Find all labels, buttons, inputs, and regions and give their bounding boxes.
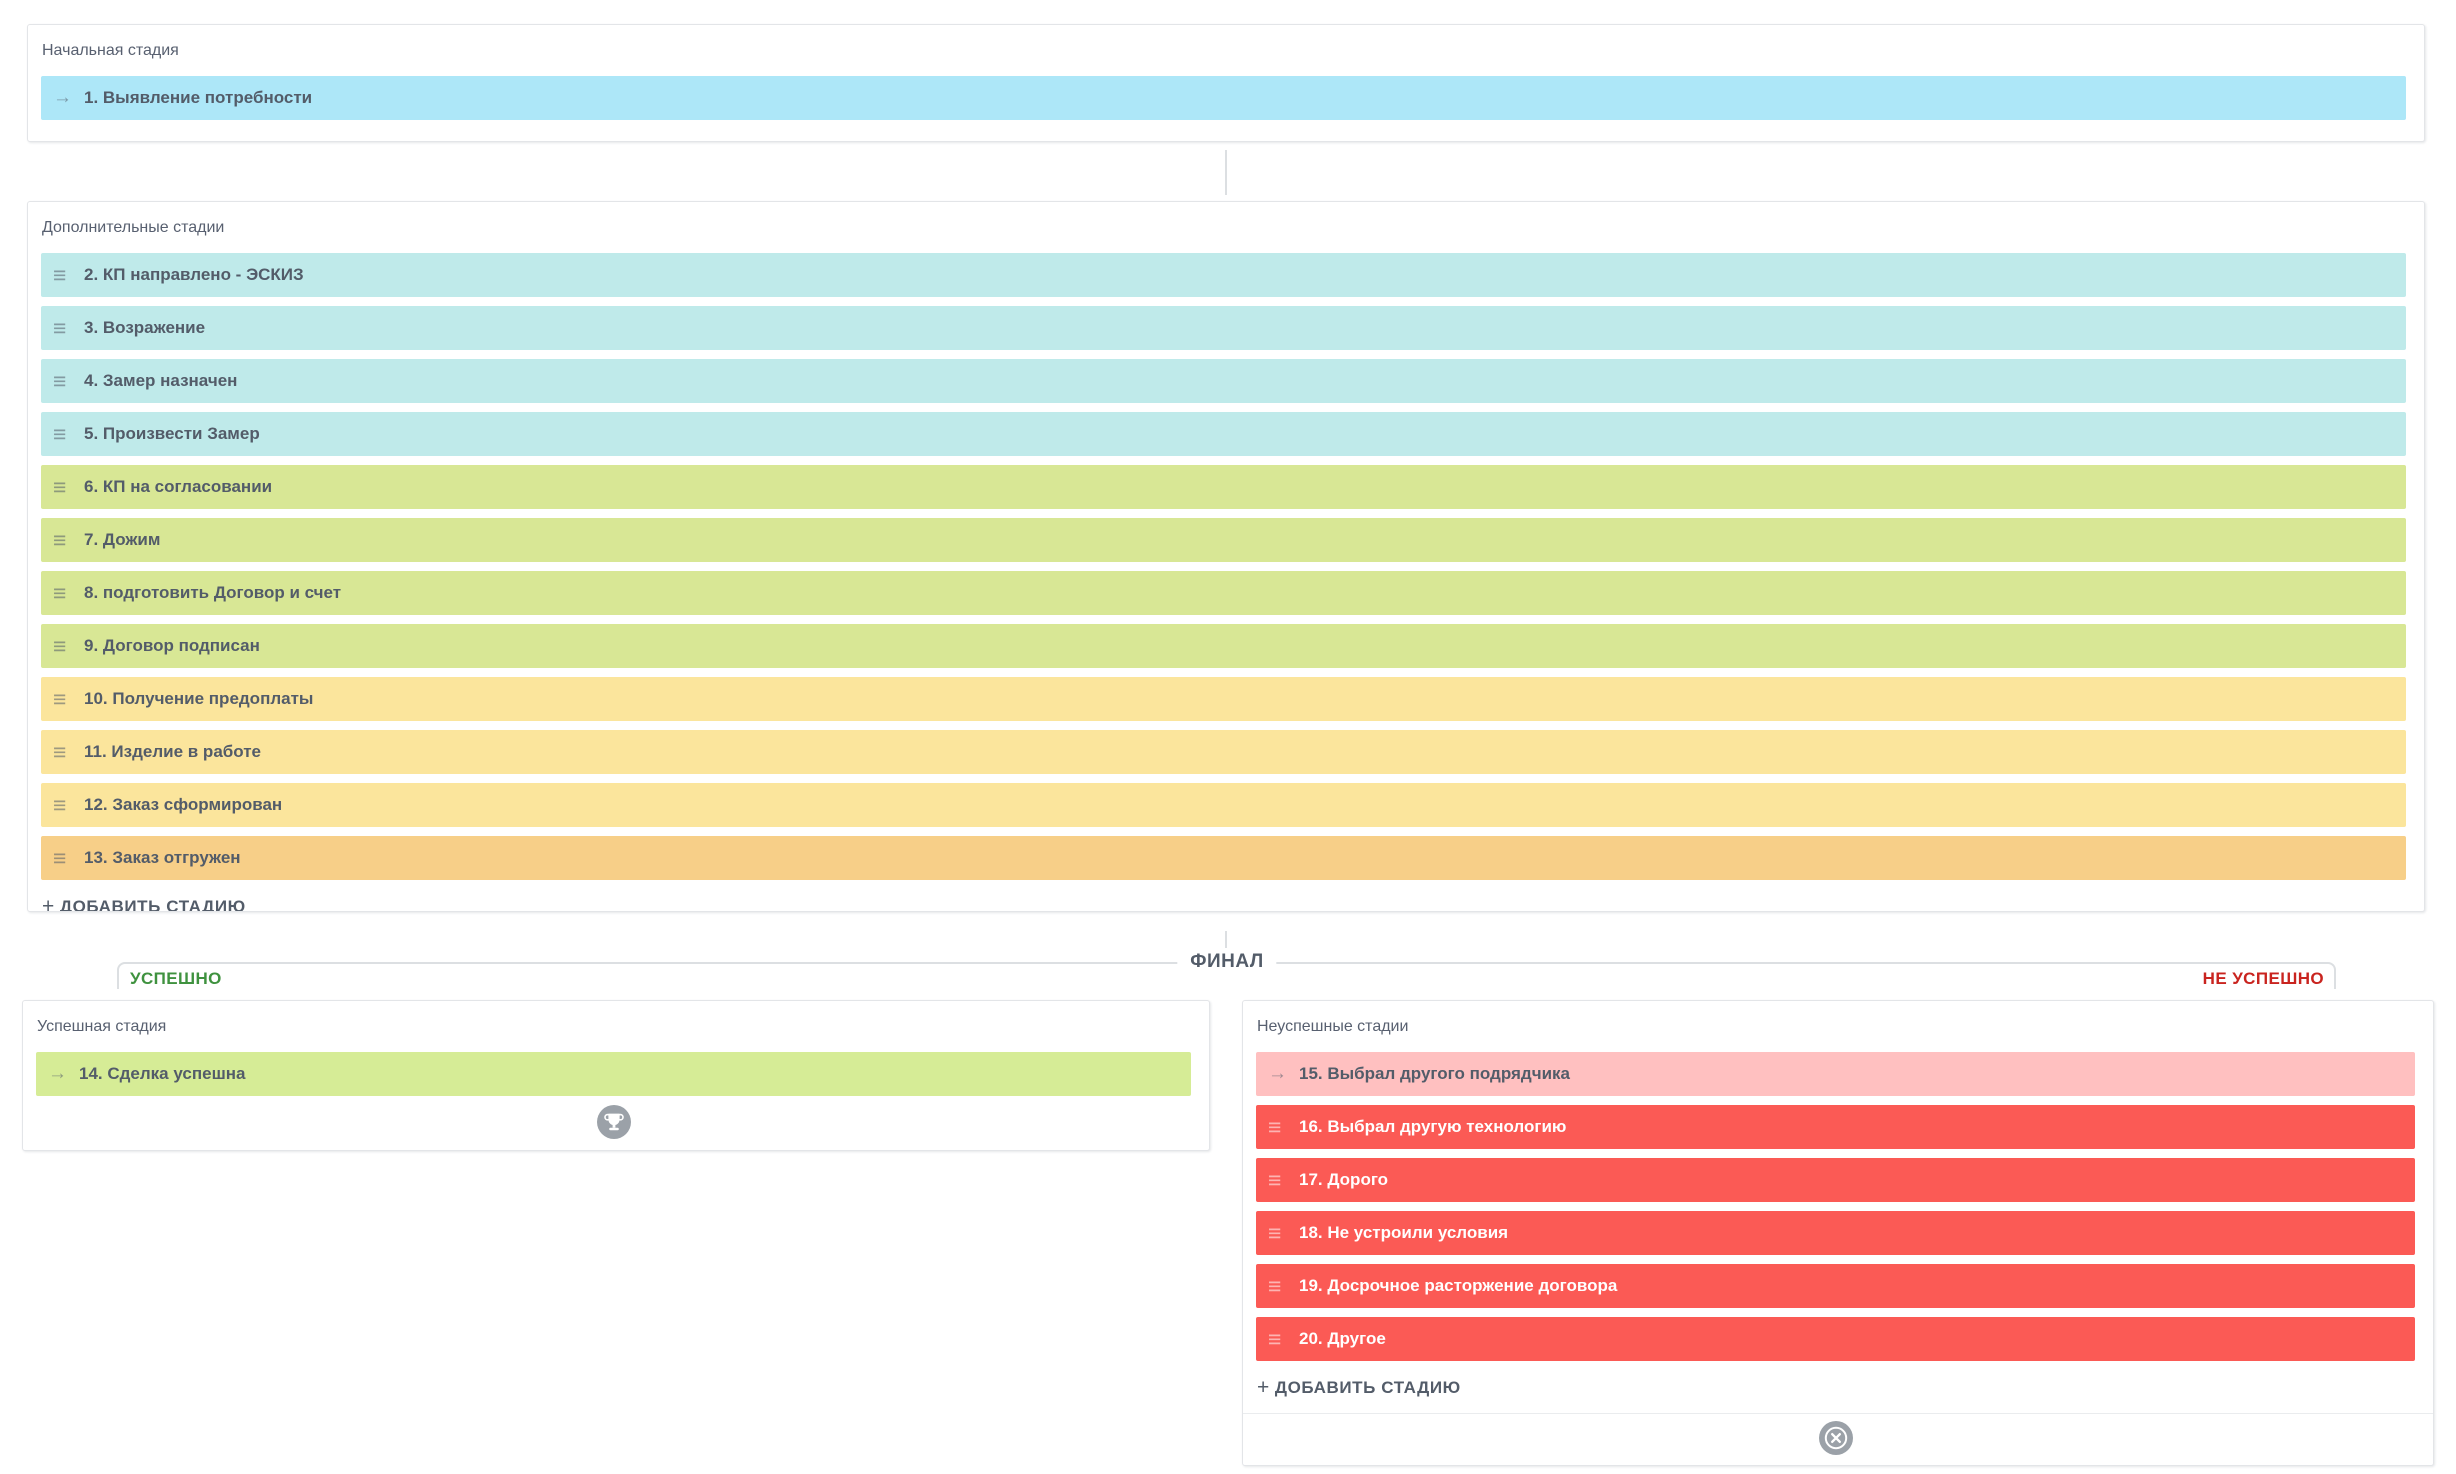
final-divider-title: ФИНАЛ bbox=[1177, 951, 1277, 973]
final-connector-line bbox=[1225, 931, 1227, 948]
stage-bar-18[interactable]: ≡ 18. Не устроили условия bbox=[1256, 1211, 2415, 1255]
fail-branch-label: НЕ УСПЕШНО bbox=[2202, 969, 2324, 988]
stage-label: 19. Досрочное расторжение договора bbox=[1299, 1276, 1618, 1295]
stage-label: 13. Заказ отгружен bbox=[84, 848, 241, 867]
success-stage-panel: Успешная стадия → 14. Сделка успешна bbox=[22, 1000, 1210, 1151]
success-branch-label: УСПЕШНО bbox=[130, 969, 222, 988]
stage-bar-2[interactable]: ≡ 2. КП направлено - ЭСКИЗ bbox=[41, 253, 2406, 297]
stage-label: 1. Выявление потребности bbox=[84, 88, 313, 107]
stage-label: 11. Изделие в работе bbox=[84, 742, 262, 761]
stage-bar-5[interactable]: ≡ 5. Произвести Замер bbox=[41, 412, 2406, 456]
stage-connector-line bbox=[1225, 150, 1227, 195]
add-stage-button[interactable]: + ДОБАВИТЬ СТАДИЮ bbox=[1257, 1376, 1461, 1400]
plus-icon: + bbox=[42, 895, 55, 912]
add-stage-button-label: ДОБАВИТЬ СТАДИЮ bbox=[59, 897, 246, 912]
trophy-icon bbox=[596, 1105, 631, 1139]
fail-stages-panel-title: Неуспешные стадии bbox=[1257, 1018, 1409, 1035]
success-stage-panel-title: Успешная стадия bbox=[37, 1018, 167, 1035]
plus-icon: + bbox=[1257, 1376, 1270, 1399]
stage-bar-12[interactable]: ≡ 12. Заказ сформирован bbox=[41, 783, 2406, 827]
stage-label: 5. Произвести Замер bbox=[84, 424, 260, 443]
stage-label: 12. Заказ сформирован bbox=[84, 795, 283, 814]
stage-label: 4. Замер назначен bbox=[84, 371, 238, 390]
stage-label: 14. Сделка успешна bbox=[79, 1064, 246, 1083]
stage-bar-10[interactable]: ≡ 10. Получение предоплаты bbox=[41, 677, 2406, 721]
stage-bar-19[interactable]: ≡ 19. Досрочное расторжение договора bbox=[1256, 1264, 2415, 1308]
stage-bar-14[interactable]: → 14. Сделка успешна bbox=[36, 1052, 1191, 1096]
stage-bar-16[interactable]: ≡ 16. Выбрал другую технологию bbox=[1256, 1105, 2415, 1149]
stage-bar-11[interactable]: ≡ 11. Изделие в работе bbox=[41, 730, 2406, 774]
fail-stages-panel: Неуспешные стадии → 15. Выбрал другого п… bbox=[1242, 1000, 2434, 1466]
stage-label: 17. Дорого bbox=[1299, 1170, 1389, 1189]
stage-label: 9. Договор подписан bbox=[84, 636, 260, 655]
initial-stage-panel-title: Начальная стадия bbox=[42, 42, 179, 59]
arrow-right-icon: → bbox=[48, 1063, 67, 1084]
intermediate-stages-panel: Дополнительные стадии ≡ 2. КП направлено… bbox=[27, 201, 2425, 912]
stage-bar-9[interactable]: ≡ 9. Договор подписан bbox=[41, 624, 2406, 668]
intermediate-stages-panel-title: Дополнительные стадии bbox=[42, 219, 225, 236]
fail-panel-divider bbox=[1243, 1413, 2433, 1414]
stage-label: 6. КП на согласовании bbox=[84, 477, 273, 496]
stage-label: 2. КП направлено - ЭСКИЗ bbox=[84, 265, 304, 284]
stage-bar-13[interactable]: ≡ 13. Заказ отгружен bbox=[41, 836, 2406, 880]
cross-circle-icon bbox=[1818, 1421, 1853, 1455]
add-stage-button-label: ДОБАВИТЬ СТАДИЮ bbox=[1274, 1378, 1461, 1397]
arrow-right-icon: → bbox=[53, 87, 72, 108]
stage-label: 18. Не устроили условия bbox=[1299, 1223, 1509, 1242]
stage-bar-8[interactable]: ≡ 8. подготовить Договор и счет bbox=[41, 571, 2406, 615]
stage-label: 3. Возражение bbox=[84, 318, 206, 337]
arrow-right-icon: → bbox=[1268, 1063, 1287, 1084]
initial-stage-panel: Начальная стадия → 1. Выявление потребно… bbox=[27, 24, 2425, 142]
stage-bar-7[interactable]: ≡ 7. Дожим bbox=[41, 518, 2406, 562]
stage-bar-17[interactable]: ≡ 17. Дорого bbox=[1256, 1158, 2415, 1202]
stage-label: 15. Выбрал другого подрядчика bbox=[1299, 1064, 1570, 1083]
stage-bar-15[interactable]: → 15. Выбрал другого подрядчика bbox=[1256, 1052, 2415, 1096]
stage-bar-1[interactable]: → 1. Выявление потребности bbox=[41, 76, 2406, 120]
add-stage-button[interactable]: + ДОБАВИТЬ СТАДИЮ bbox=[42, 895, 246, 912]
stage-bar-6[interactable]: ≡ 6. КП на согласовании bbox=[41, 465, 2406, 509]
stage-label: 20. Другое bbox=[1299, 1329, 1386, 1348]
stage-label: 8. подготовить Договор и счет bbox=[84, 583, 342, 602]
stage-label: 16. Выбрал другую технологию bbox=[1299, 1117, 1567, 1136]
stage-bar-3[interactable]: ≡ 3. Возражение bbox=[41, 306, 2406, 350]
stage-label: 10. Получение предоплаты bbox=[84, 689, 314, 708]
stage-bar-20[interactable]: ≡ 20. Другое bbox=[1256, 1317, 2415, 1361]
stage-label: 7. Дожим bbox=[84, 530, 161, 549]
stage-bar-4[interactable]: ≡ 4. Замер назначен bbox=[41, 359, 2406, 403]
